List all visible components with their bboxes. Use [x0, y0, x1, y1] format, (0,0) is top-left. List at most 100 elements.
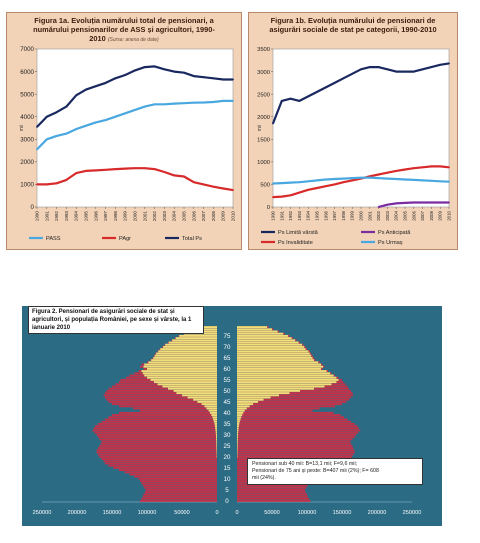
data-point-ps-invaliditate: [386, 171, 389, 174]
data-point-pagr: [45, 183, 48, 186]
male-pensioners-bar: [147, 367, 217, 370]
female-population-bar: [237, 425, 358, 428]
figure-2-title: Figura 2. Pensionari de asigurări social…: [28, 306, 204, 334]
female-x-tick-label: 100000: [298, 510, 317, 516]
data-point-total-ps: [163, 68, 166, 71]
figure-2-note-line-3: mii (24%).: [252, 475, 276, 481]
data-point-ps-urmas: [395, 178, 398, 180]
female-pensioners-bar: [237, 396, 271, 399]
x-tick-label: 1996: [93, 211, 98, 222]
data-point-ps-invaliditate: [351, 179, 354, 182]
data-point-pass: [212, 101, 215, 103]
female-population-bar: [237, 440, 351, 443]
data-point-ps-limita-varsta: [333, 82, 336, 84]
female-pensioners-bar: [237, 352, 310, 355]
female-population-bar: [237, 495, 308, 498]
data-point-pagr: [183, 175, 185, 178]
female-population-bar: [237, 486, 307, 489]
data-point-pass: [163, 103, 166, 106]
y-tick-label: 6000: [20, 69, 34, 76]
female-population-bar: [237, 433, 356, 436]
age-tick-label: 0: [225, 498, 229, 505]
male-pensioners-bar: [210, 411, 217, 414]
x-tick-label: 1997: [332, 210, 337, 220]
y-tick-label: 4000: [20, 114, 34, 121]
x-tick-label: 2000: [359, 210, 364, 220]
data-point-pagr: [143, 167, 146, 170]
male-x-tick-label: 50000: [174, 510, 190, 516]
x-tick-label: 2001: [142, 211, 147, 222]
data-point-total-ps: [85, 88, 87, 91]
data-point-ps-urmas: [289, 181, 292, 184]
data-point-pass: [85, 124, 87, 127]
x-tick-label: 2001: [367, 210, 372, 220]
female-population-bar: [237, 491, 306, 494]
x-tick-label: 2003: [385, 210, 390, 220]
data-point-ps-anticipata: [377, 206, 380, 208]
data-point-ps-anticipata: [404, 202, 406, 204]
data-point-total-ps: [36, 126, 38, 128]
data-point-pagr: [94, 169, 97, 172]
male-population-bar: [108, 464, 217, 467]
x-tick-label: 1993: [297, 210, 302, 220]
female-pensioners-bar: [237, 442, 238, 445]
male-population-bar: [99, 455, 217, 458]
male-population-bar: [141, 482, 217, 485]
male-population-bar: [140, 480, 217, 483]
data-point-ps-anticipata: [439, 201, 442, 204]
x-tick-label: 2004: [394, 210, 399, 220]
male-population-bar: [112, 403, 217, 406]
data-point-ps-limita-varsta: [280, 100, 283, 102]
data-point-total-ps: [212, 77, 215, 80]
male-population-bar: [101, 440, 217, 443]
age-tick-label: 40: [224, 410, 231, 417]
female-pensioners-bar: [237, 438, 238, 441]
female-population-bar: [237, 411, 334, 414]
x-tick-label: 2002: [152, 211, 157, 222]
female-population-bar: [237, 488, 305, 491]
data-point-pass: [65, 132, 68, 135]
figure-2-note-line-1: Pensionari sub 40 mii: B=13,1 mii; F=9,6…: [252, 461, 358, 467]
male-population-bar: [98, 422, 217, 425]
legend-label-ps-urmas: Ps Urmaș: [378, 240, 403, 246]
female-pensioners-bar: [237, 420, 240, 423]
female-pensioners-bar: [237, 361, 319, 364]
male-pensioners-bar: [176, 392, 217, 395]
male-pensioners-bar: [157, 383, 217, 386]
male-population-bar: [119, 411, 217, 414]
data-point-pagr: [192, 181, 195, 184]
female-pensioners-bar: [237, 372, 331, 375]
age-tick-label: 55: [224, 377, 231, 384]
x-tick-label: 1991: [279, 210, 284, 220]
age-tick-label: 5: [225, 487, 229, 494]
male-population-bar: [108, 387, 217, 390]
male-population-bar: [100, 442, 217, 445]
female-pensioners-bar: [237, 381, 337, 384]
male-pensioners-bar: [214, 425, 217, 428]
male-pensioners-bar: [179, 334, 217, 337]
male-population-bar: [138, 477, 217, 480]
data-point-total-ps: [183, 71, 185, 74]
male-pensioners-bar: [216, 447, 217, 450]
female-population-bar: [237, 484, 308, 487]
female-population-bar: [237, 436, 355, 439]
data-point-ps-urmas: [421, 179, 424, 182]
age-tick-label: 65: [224, 355, 231, 362]
y-tick-label: 3000: [257, 70, 270, 76]
x-tick-label: 2006: [411, 210, 416, 220]
male-population-bar: [134, 475, 217, 478]
data-point-ps-limita-varsta: [395, 70, 398, 73]
x-tick-label: 2007: [420, 210, 425, 220]
female-x-tick-label: 50000: [264, 510, 280, 516]
male-pensioners-bar: [165, 343, 217, 346]
x-tick-label: 2002: [376, 210, 381, 220]
male-population-bar: [99, 438, 217, 441]
male-population-bar: [141, 497, 217, 500]
data-point-pagr: [104, 168, 107, 171]
male-population-bar: [98, 436, 217, 439]
female-pensioners-bar: [237, 341, 299, 344]
male-population-bar: [142, 484, 217, 487]
female-x-tick-label: 250000: [403, 510, 422, 516]
figure-1a-title-line-1: Figura 1a. Evoluția numărului total de p…: [34, 16, 214, 25]
data-point-ps-limita-varsta: [430, 66, 433, 68]
